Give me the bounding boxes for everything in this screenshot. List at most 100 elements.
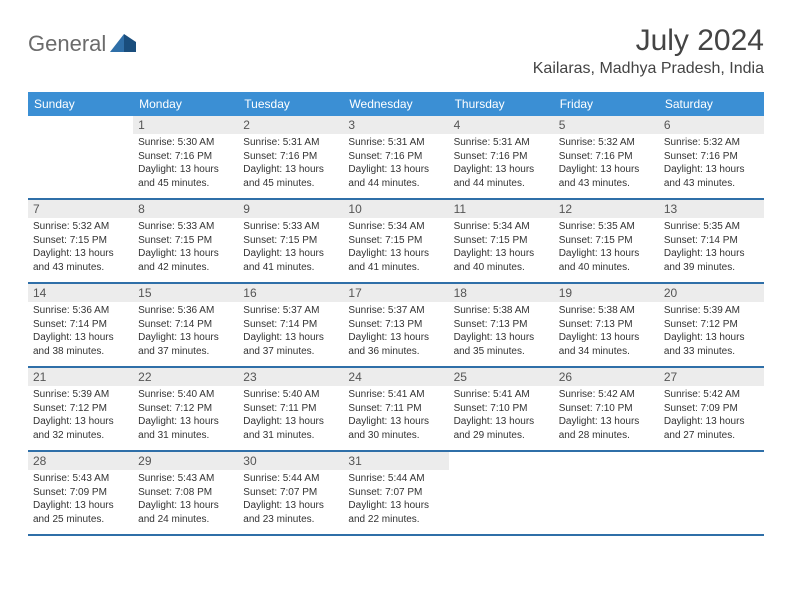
sunrise-text: Sunrise: 5:33 AM	[138, 220, 233, 234]
daylight-text: and 40 minutes.	[559, 261, 654, 275]
daylight-text: and 27 minutes.	[664, 429, 759, 443]
sunset-text: Sunset: 7:10 PM	[559, 402, 654, 416]
daylight-text: and 43 minutes.	[664, 177, 759, 191]
day-number: 9	[238, 200, 343, 218]
daylight-text: Daylight: 13 hours	[348, 331, 443, 345]
logo: General	[28, 24, 140, 57]
day-number: 6	[659, 116, 764, 134]
day-number: 7	[28, 200, 133, 218]
day-info: Sunrise: 5:31 AMSunset: 7:16 PMDaylight:…	[343, 134, 448, 196]
day-info: Sunrise: 5:41 AMSunset: 7:10 PMDaylight:…	[449, 386, 554, 448]
daylight-text: Daylight: 13 hours	[243, 415, 338, 429]
day-cell: 29Sunrise: 5:43 AMSunset: 7:08 PMDayligh…	[133, 452, 238, 534]
week-row: 14Sunrise: 5:36 AMSunset: 7:14 PMDayligh…	[28, 284, 764, 368]
day-cell: 30Sunrise: 5:44 AMSunset: 7:07 PMDayligh…	[238, 452, 343, 534]
week-row: 28Sunrise: 5:43 AMSunset: 7:09 PMDayligh…	[28, 452, 764, 536]
daylight-text: and 23 minutes.	[243, 513, 338, 527]
daylight-text: and 22 minutes.	[348, 513, 443, 527]
day-info: Sunrise: 5:37 AMSunset: 7:14 PMDaylight:…	[238, 302, 343, 364]
daylight-text: Daylight: 13 hours	[664, 163, 759, 177]
sunrise-text: Sunrise: 5:35 AM	[664, 220, 759, 234]
sunrise-text: Sunrise: 5:39 AM	[664, 304, 759, 318]
daylight-text: Daylight: 13 hours	[243, 163, 338, 177]
day-info: Sunrise: 5:43 AMSunset: 7:08 PMDaylight:…	[133, 470, 238, 532]
sunset-text: Sunset: 7:15 PM	[559, 234, 654, 248]
day-number: 3	[343, 116, 448, 134]
daylight-text: Daylight: 13 hours	[454, 415, 549, 429]
weekday-header: Sunday	[28, 92, 133, 116]
day-info: Sunrise: 5:30 AMSunset: 7:16 PMDaylight:…	[133, 134, 238, 196]
daylight-text: and 45 minutes.	[138, 177, 233, 191]
day-number: 14	[28, 284, 133, 302]
daylight-text: Daylight: 13 hours	[664, 415, 759, 429]
sunset-text: Sunset: 7:15 PM	[138, 234, 233, 248]
sunrise-text: Sunrise: 5:30 AM	[138, 136, 233, 150]
day-info: Sunrise: 5:32 AMSunset: 7:15 PMDaylight:…	[28, 218, 133, 280]
daylight-text: Daylight: 13 hours	[348, 415, 443, 429]
daylight-text: Daylight: 13 hours	[454, 163, 549, 177]
daylight-text: Daylight: 13 hours	[33, 247, 128, 261]
week-row: 7Sunrise: 5:32 AMSunset: 7:15 PMDaylight…	[28, 200, 764, 284]
sunrise-text: Sunrise: 5:43 AM	[138, 472, 233, 486]
day-cell: 31Sunrise: 5:44 AMSunset: 7:07 PMDayligh…	[343, 452, 448, 534]
sunset-text: Sunset: 7:16 PM	[454, 150, 549, 164]
empty-cell	[449, 452, 554, 534]
day-info: Sunrise: 5:32 AMSunset: 7:16 PMDaylight:…	[659, 134, 764, 196]
day-info: Sunrise: 5:32 AMSunset: 7:16 PMDaylight:…	[554, 134, 659, 196]
weeks-container: 1Sunrise: 5:30 AMSunset: 7:16 PMDaylight…	[28, 116, 764, 536]
daylight-text: and 30 minutes.	[348, 429, 443, 443]
day-number: 29	[133, 452, 238, 470]
day-cell: 4Sunrise: 5:31 AMSunset: 7:16 PMDaylight…	[449, 116, 554, 198]
daylight-text: and 41 minutes.	[243, 261, 338, 275]
logo-icon	[110, 30, 140, 57]
day-number: 19	[554, 284, 659, 302]
sunrise-text: Sunrise: 5:43 AM	[33, 472, 128, 486]
day-number: 2	[238, 116, 343, 134]
daylight-text: and 35 minutes.	[454, 345, 549, 359]
sunrise-text: Sunrise: 5:44 AM	[348, 472, 443, 486]
day-cell: 11Sunrise: 5:34 AMSunset: 7:15 PMDayligh…	[449, 200, 554, 282]
day-number: 20	[659, 284, 764, 302]
day-number: 11	[449, 200, 554, 218]
month-title: July 2024	[533, 24, 764, 58]
sunrise-text: Sunrise: 5:34 AM	[348, 220, 443, 234]
day-number: 25	[449, 368, 554, 386]
sunrise-text: Sunrise: 5:42 AM	[559, 388, 654, 402]
day-number: 13	[659, 200, 764, 218]
title-block: July 2024 Kailaras, Madhya Pradesh, Indi…	[533, 24, 764, 78]
sunset-text: Sunset: 7:10 PM	[454, 402, 549, 416]
day-number: 4	[449, 116, 554, 134]
daylight-text: Daylight: 13 hours	[559, 163, 654, 177]
day-cell: 22Sunrise: 5:40 AMSunset: 7:12 PMDayligh…	[133, 368, 238, 450]
day-cell: 12Sunrise: 5:35 AMSunset: 7:15 PMDayligh…	[554, 200, 659, 282]
day-cell: 1Sunrise: 5:30 AMSunset: 7:16 PMDaylight…	[133, 116, 238, 198]
day-info: Sunrise: 5:33 AMSunset: 7:15 PMDaylight:…	[133, 218, 238, 280]
sunset-text: Sunset: 7:12 PM	[664, 318, 759, 332]
daylight-text: and 45 minutes.	[243, 177, 338, 191]
weekday-header: Wednesday	[343, 92, 448, 116]
daylight-text: Daylight: 13 hours	[243, 499, 338, 513]
sunrise-text: Sunrise: 5:41 AM	[454, 388, 549, 402]
day-cell: 14Sunrise: 5:36 AMSunset: 7:14 PMDayligh…	[28, 284, 133, 366]
daylight-text: and 37 minutes.	[138, 345, 233, 359]
sunset-text: Sunset: 7:07 PM	[348, 486, 443, 500]
day-info: Sunrise: 5:38 AMSunset: 7:13 PMDaylight:…	[554, 302, 659, 364]
daylight-text: Daylight: 13 hours	[348, 499, 443, 513]
day-info: Sunrise: 5:42 AMSunset: 7:09 PMDaylight:…	[659, 386, 764, 448]
sunrise-text: Sunrise: 5:44 AM	[243, 472, 338, 486]
day-cell: 6Sunrise: 5:32 AMSunset: 7:16 PMDaylight…	[659, 116, 764, 198]
day-cell: 8Sunrise: 5:33 AMSunset: 7:15 PMDaylight…	[133, 200, 238, 282]
day-info: Sunrise: 5:40 AMSunset: 7:12 PMDaylight:…	[133, 386, 238, 448]
empty-cell	[554, 452, 659, 534]
weekday-header: Tuesday	[238, 92, 343, 116]
daylight-text: and 24 minutes.	[138, 513, 233, 527]
daylight-text: Daylight: 13 hours	[559, 247, 654, 261]
day-cell: 16Sunrise: 5:37 AMSunset: 7:14 PMDayligh…	[238, 284, 343, 366]
daylight-text: Daylight: 13 hours	[348, 247, 443, 261]
day-number: 1	[133, 116, 238, 134]
logo-text: General	[28, 31, 106, 57]
sunrise-text: Sunrise: 5:32 AM	[559, 136, 654, 150]
day-info: Sunrise: 5:33 AMSunset: 7:15 PMDaylight:…	[238, 218, 343, 280]
day-number: 24	[343, 368, 448, 386]
sunset-text: Sunset: 7:16 PM	[243, 150, 338, 164]
